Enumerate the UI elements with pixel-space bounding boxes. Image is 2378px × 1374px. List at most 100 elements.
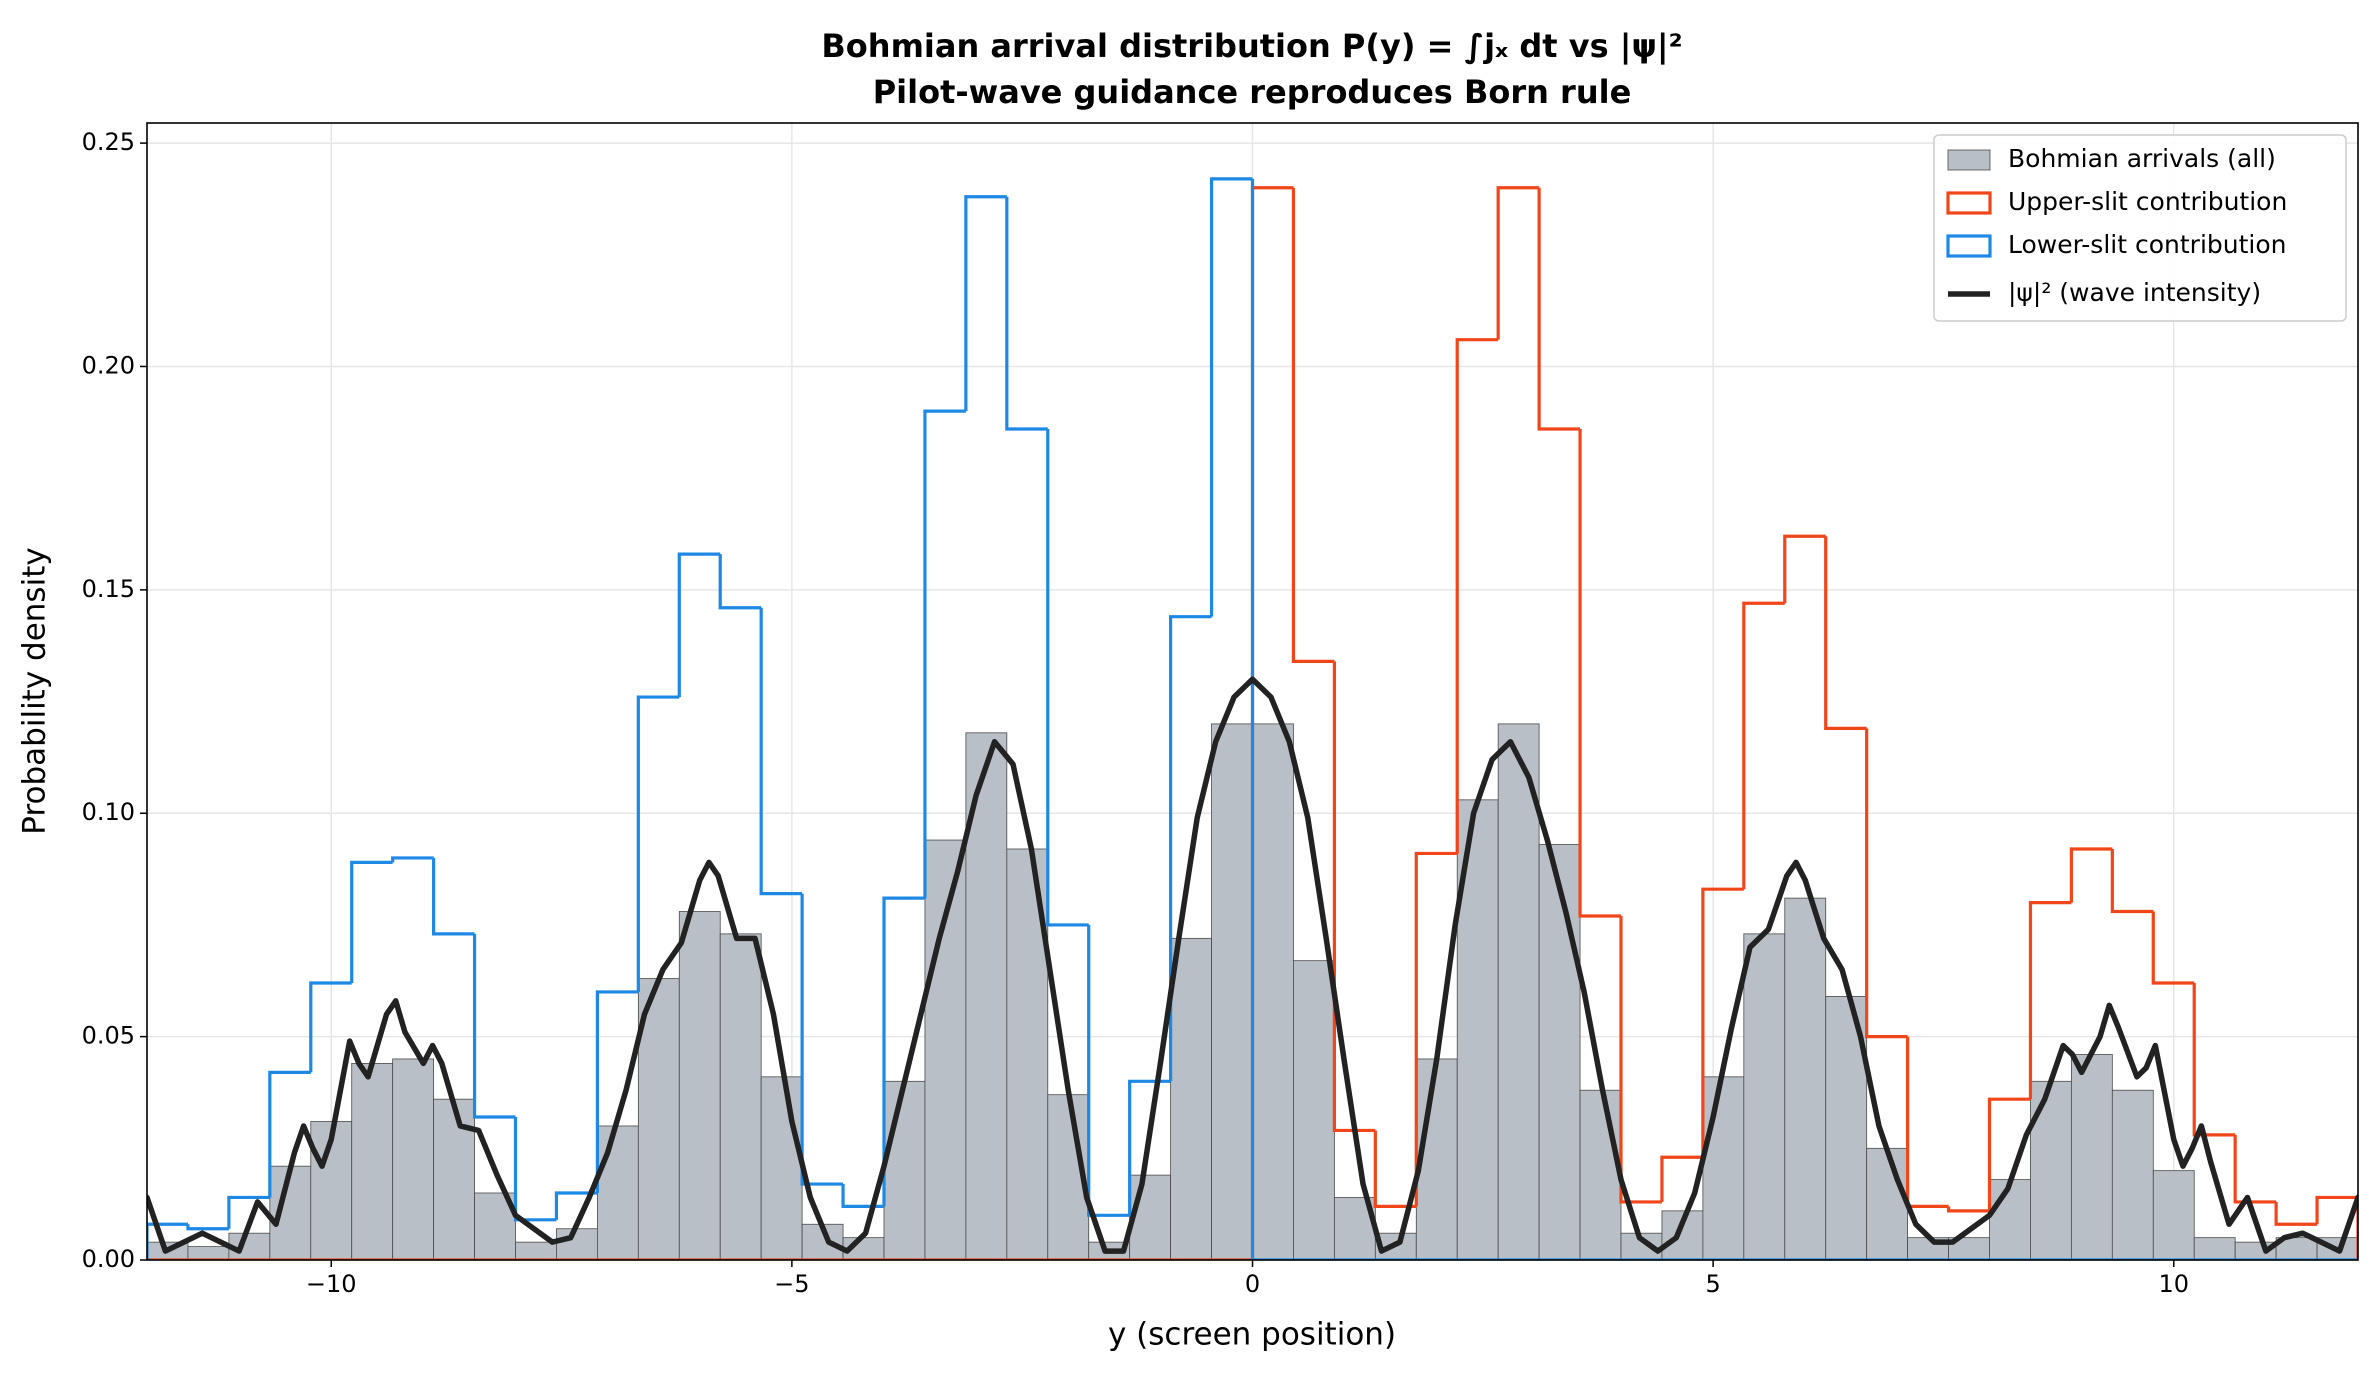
histogram-step [1455, 338, 1499, 854]
histogram-step [923, 409, 966, 899]
legend-label: Bohmian arrivals (all) [2008, 144, 2276, 173]
histogram-bar [924, 839, 967, 1260]
y-axis-label: Probability density [17, 547, 53, 834]
histogram-step [1496, 186, 1540, 340]
histogram-step [1824, 536, 1867, 730]
y-tick-label: 0.25 [82, 128, 135, 156]
histogram-step [2315, 1195, 2358, 1260]
legend-box [1933, 134, 2347, 322]
histogram-step [964, 195, 1007, 412]
histogram-bar [1497, 723, 1540, 1260]
histogram-step [2151, 911, 2195, 985]
histogram-step [1209, 177, 1253, 617]
legend-label: |ψ|² (wave intensity) [2008, 278, 2261, 307]
legend-swatch [1946, 191, 1992, 215]
histogram-step [186, 1224, 229, 1231]
histogram-bar [392, 1058, 435, 1260]
histogram-step [1742, 601, 1785, 890]
histogram-bar [2193, 1237, 2236, 1260]
histogram-step [1701, 887, 1744, 1158]
histogram-step [1865, 728, 1908, 1039]
histogram-step [391, 856, 434, 863]
histogram-step [1906, 1036, 1949, 1208]
histogram-bar [1538, 844, 1581, 1260]
histogram-bar [1743, 933, 1786, 1260]
legend-label: Upper-slit contribution [2008, 187, 2287, 216]
histogram-step [1619, 915, 1662, 1204]
x-axis-label: y (screen position) [1108, 1317, 1396, 1353]
histogram-step [1783, 534, 1826, 604]
histogram-step [2233, 1134, 2277, 1204]
histogram-bar [2111, 1089, 2154, 1260]
histogram-bar [719, 933, 762, 1260]
histogram-step [677, 552, 721, 698]
x-tick-label: 10 [2158, 1270, 2189, 1298]
histogram-step [309, 981, 352, 1073]
histogram-step [147, 1222, 188, 1260]
histogram-step [554, 1191, 598, 1220]
histogram-bar [596, 1125, 639, 1260]
histogram-step [1291, 187, 1335, 663]
histogram-step [882, 896, 925, 1207]
histogram-bar [433, 1098, 475, 1260]
x-tick-label: −5 [774, 1270, 809, 1298]
histogram-bar [351, 1063, 394, 1260]
histogram-step [227, 1195, 270, 1229]
histogram-step [2069, 847, 2113, 903]
histogram-step [268, 1070, 311, 1198]
chart-title: Bohmian arrival distribution P(y) = ∫jₓ … [821, 27, 1682, 66]
histogram-step [1332, 661, 1376, 1133]
histogram-step [1046, 429, 1089, 927]
histogram-bar [1784, 897, 1827, 1260]
histogram-step [350, 860, 393, 984]
histogram-bar [2030, 1080, 2072, 1260]
histogram-step [1087, 924, 1130, 1217]
histogram-step [2110, 848, 2154, 914]
histogram-step [1414, 851, 1458, 1207]
plot-frame [146, 122, 2359, 1261]
histogram-bar [1129, 1174, 1172, 1260]
y-tick-label: 0.05 [82, 1022, 135, 1050]
histogram-bar [269, 1165, 312, 1260]
histogram-step [1373, 1130, 1417, 1208]
legend-swatch [1946, 234, 1992, 258]
histogram-bar [1415, 1058, 1458, 1260]
legend-swatch [1947, 149, 1991, 171]
histogram-bar [187, 1246, 230, 1260]
histogram-bar [2152, 1170, 2195, 1260]
histogram-step [1005, 196, 1048, 431]
histogram-step [1250, 178, 1294, 1260]
histogram-bar [1989, 1179, 2031, 1260]
histogram-step [1537, 187, 1581, 431]
x-tick-label: 0 [1245, 1270, 1260, 1298]
histogram-bar [1293, 960, 1335, 1260]
y-tick-label: 0.10 [82, 798, 135, 826]
histogram-bar [556, 1228, 598, 1260]
histogram-bar [1170, 937, 1212, 1260]
y-tick-label: 0.15 [82, 575, 135, 603]
histogram-bar [1702, 1076, 1745, 1260]
histogram-bar [883, 1080, 926, 1260]
line [147, 676, 2358, 1254]
histogram-step [2028, 900, 2072, 1100]
y-tick-label: 0.00 [82, 1245, 135, 1273]
histogram-bar [1252, 723, 1294, 1260]
histogram-step [595, 990, 639, 1193]
histogram-step [800, 893, 844, 1186]
y-tick-label: 0.20 [82, 351, 135, 379]
histogram-step [2192, 983, 2236, 1137]
histogram-step [432, 857, 475, 936]
histogram-step [2274, 1201, 2318, 1226]
histogram-step [636, 695, 680, 992]
chart-subtitle: Pilot-wave guidance reproduces Born rule [873, 73, 1632, 111]
x-tick-label: −10 [306, 1270, 357, 1298]
histogram-step [1946, 1206, 1990, 1213]
histogram-bar [2070, 1054, 2113, 1260]
histogram-step [759, 607, 803, 896]
histogram-bar [637, 978, 680, 1260]
histogram-step [1578, 429, 1621, 918]
histogram-bar [1211, 723, 1253, 1260]
histogram-bar [515, 1241, 557, 1260]
histogram-step [513, 1117, 557, 1222]
